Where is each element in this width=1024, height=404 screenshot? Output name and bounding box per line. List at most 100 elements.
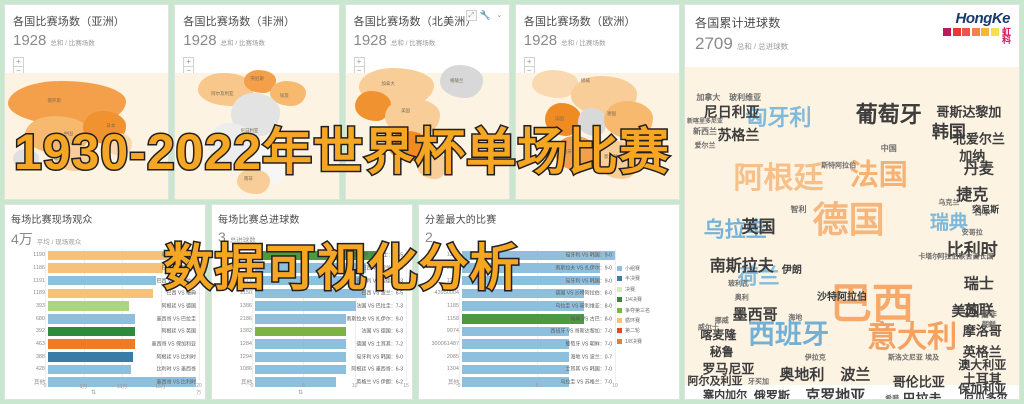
bar-row[interactable]: 388 阿根廷 VS 比利时 (11, 350, 199, 363)
word-cloud-word[interactable]: 突尼斯 (972, 204, 1000, 215)
zoom-in-icon[interactable]: + (183, 57, 195, 67)
legend-item[interactable]: 1/4决赛 (617, 296, 675, 303)
word-cloud-word[interactable]: 波兰 (840, 366, 871, 384)
legend-goal-difference[interactable]: 小组赛 半决赛 决赛 1/4决赛 争夺第三名 循环赛 第二轮 1/8决赛 (617, 265, 675, 348)
word-cloud-word[interactable]: 罗马尼亚 (702, 361, 755, 377)
word-cloud-word[interactable]: 南斯拉夫 (709, 258, 774, 276)
bar-fill[interactable] (462, 250, 615, 261)
word-cloud-word[interactable]: 斯特阿拉伯 (821, 162, 857, 170)
legend-item[interactable]: 决赛 (617, 286, 675, 293)
word-cloud-word[interactable]: 瑞典 (929, 212, 968, 234)
map-card-north-america[interactable]: 各国比赛场数（北美洲） 1928 总和 / 比赛场数 ⤢ 🔧 ⌄ + − ⌂ (344, 4, 510, 200)
bar-fill[interactable] (255, 326, 346, 337)
word-cloud-word[interactable]: 乌克兰 (938, 199, 960, 207)
word-cloud-word[interactable]: 墨西哥 (732, 306, 778, 323)
bars-goal-difference[interactable]: 1294 匈牙利 VS 韩国：9-0 2186 南斯拉夫 VS 扎伊尔：9-0 1294… (425, 249, 615, 387)
word-cloud-word[interactable]: 玻利瓦 (727, 280, 749, 288)
word-cloud-word[interactable]: 西班牙 (748, 319, 830, 350)
bar-row[interactable]: 1186 巴西 VS 西班牙 (11, 262, 199, 275)
bar-fill[interactable] (462, 364, 570, 375)
map-card-toolbar[interactable]: ⤢ 🔧 ⌄ (465, 10, 505, 21)
word-cloud-word[interactable]: 挪威 (714, 317, 729, 325)
legend-item[interactable]: 小组赛 (617, 265, 675, 272)
bar-row[interactable]: 2186 南斯拉夫 VS 扎伊尔：9-0 (218, 312, 406, 325)
word-cloud-word[interactable]: 哥伦比亚 (892, 374, 945, 390)
word-cloud-word[interactable]: 美国 (951, 303, 980, 320)
word-cloud-word[interactable]: 阿尔及利亚 (687, 375, 743, 388)
bar-fill[interactable] (48, 263, 164, 273)
word-cloud-word[interactable]: 中国 (880, 143, 897, 153)
word-cloud-word[interactable]: 韩国 (931, 122, 966, 142)
map-card-africa[interactable]: 各国比赛场数（非洲） 1928 总和 / 比赛场数 + − 突尼斯 (174, 4, 340, 200)
bar-fill[interactable] (48, 377, 196, 387)
bar-row[interactable]: 392 阿根廷 VS 英国 (11, 325, 199, 338)
bar-row[interactable]: 1382 法国 VS 德国：6-3 (218, 325, 406, 338)
word-cloud-word[interactable]: 阿拉伯联合酋长国 (937, 253, 994, 261)
bar-row[interactable]: 1086 阿根廷 VS 墨西哥：6-3 (218, 363, 406, 376)
bar-fill[interactable] (462, 339, 570, 349)
word-cloud-word[interactable]: 伊朗 (781, 264, 802, 276)
bar-fill[interactable] (462, 288, 585, 299)
word-cloud-word[interactable]: 新喀里多尼亚 (687, 118, 724, 125)
word-cloud-word[interactable]: 阿根廷 (733, 162, 824, 196)
word-cloud-word[interactable]: 奥地利 (779, 366, 825, 384)
bar-fill[interactable] (48, 351, 133, 362)
zoom-in-icon[interactable]: + (353, 57, 365, 67)
bars-attendance[interactable]: 1190 乌拉圭 VS 巴西 1186 巴西 VS 西班牙 1191 巴西 VS 南斯拉夫… (11, 249, 199, 387)
bar-row[interactable]: 1191 巴西 VS 南斯拉夫 (11, 274, 199, 287)
bar-fill[interactable] (462, 326, 570, 337)
word-cloud-word[interactable]: 希腊 (885, 395, 900, 400)
word-cloud-word[interactable]: 加纳 (959, 148, 986, 164)
bar-fill[interactable] (255, 250, 376, 261)
bar-row[interactable]: 1284 德国 VS 土耳其：7-2 (218, 338, 406, 351)
wrench-icon[interactable]: 🔧 (479, 10, 491, 20)
word-cloud-word[interactable]: 澳大利亚 (958, 358, 1007, 373)
word-cloud-word[interactable]: 荷兰 (737, 265, 780, 289)
word-cloud-word[interactable]: 丹麦 (963, 160, 994, 178)
word-cloud-canvas[interactable]: 巴西 德国 意大利 阿根廷 法国 西班牙 匈牙利 葡萄牙 乌拉圭 荷兰 瑞典 比利时 英国 韩国 南斯拉夫瑞… (685, 61, 1019, 399)
bar-fill[interactable] (255, 364, 346, 375)
bar-row[interactable]: 43950004 德国 VS 沙特阿拉伯：8-0 (425, 287, 615, 300)
bar-fill[interactable] (48, 313, 135, 324)
bar-fill[interactable] (462, 263, 600, 273)
bar-row[interactable]: 其他 英格兰 VS 伊朗：6-2 (218, 376, 406, 389)
bar-fill[interactable] (462, 377, 570, 387)
expand-icon[interactable]: ⤢ (465, 10, 477, 21)
bar-row[interactable]: 680 墨西哥 VS 巴拉圭 (11, 312, 199, 325)
word-cloud-word[interactable]: 尼日利亚 (703, 103, 760, 120)
word-cloud-word[interactable]: 苏格兰 (717, 127, 760, 144)
word-cloud-word[interactable]: 海地 (788, 314, 803, 322)
word-cloud-word[interactable]: 安哥拉 (961, 229, 983, 237)
word-cloud-word[interactable]: 摩洛哥 (962, 323, 1002, 339)
bar-fill[interactable] (462, 275, 600, 286)
word-cloud-word[interactable]: 葡萄牙 (855, 102, 922, 128)
word-cloud-word[interactable]: 日本 (974, 208, 991, 218)
bar-row[interactable]: 2186 南斯拉夫 VS 扎伊尔：9-0 (425, 262, 615, 275)
zoom-in-icon[interactable]: + (523, 57, 535, 67)
word-cloud-word[interactable]: 南非 (980, 309, 997, 319)
word-cloud-word[interactable]: 塞内加尔 (703, 389, 748, 400)
bar-row[interactable]: 428 比利时 VS 墨西哥 (11, 363, 199, 376)
word-cloud-word[interactable]: 智利 (790, 204, 807, 214)
bar-row[interactable]: 1185 乌拉圭 VS 玻利维亚：8-0 (425, 300, 615, 313)
word-cloud-word[interactable]: 威尔士 (697, 324, 719, 332)
bar-fill[interactable] (255, 377, 336, 387)
bar-fill[interactable] (255, 339, 346, 349)
bar-row[interactable]: 300061487 葡萄牙 VS 朝鲜：7-0 (425, 338, 615, 351)
word-cloud-word[interactable]: 伊拉克 (804, 354, 826, 362)
sort-icon[interactable]: ⇅ (91, 390, 97, 396)
word-cloud-word[interactable]: 英国 (741, 217, 776, 237)
map-card-europe[interactable]: 各国比赛场数（欧洲） 1928 总和 / 比赛场数 + − ⌂ (514, 4, 680, 200)
bar-fill[interactable] (48, 326, 135, 337)
bar-fill[interactable] (48, 339, 135, 349)
word-cloud-word[interactable]: 奥利 (734, 294, 749, 302)
map-canvas-africa[interactable]: 突尼斯 阿尔及利亚 埃及 南非 尼日利亚 (175, 70, 339, 199)
word-cloud-word[interactable]: 捷克 (956, 187, 989, 205)
bar-fill[interactable] (48, 288, 153, 299)
word-cloud-word[interactable]: 爱尔兰 (694, 142, 716, 149)
bar-fill[interactable] (255, 313, 346, 324)
word-cloud-word[interactable]: 北爱尔兰 (952, 131, 1005, 147)
legend-item[interactable]: 第二轮 (617, 327, 675, 334)
bar-fill[interactable] (255, 351, 346, 362)
word-cloud-word[interactable]: 斯洛文尼亚 (887, 354, 923, 362)
